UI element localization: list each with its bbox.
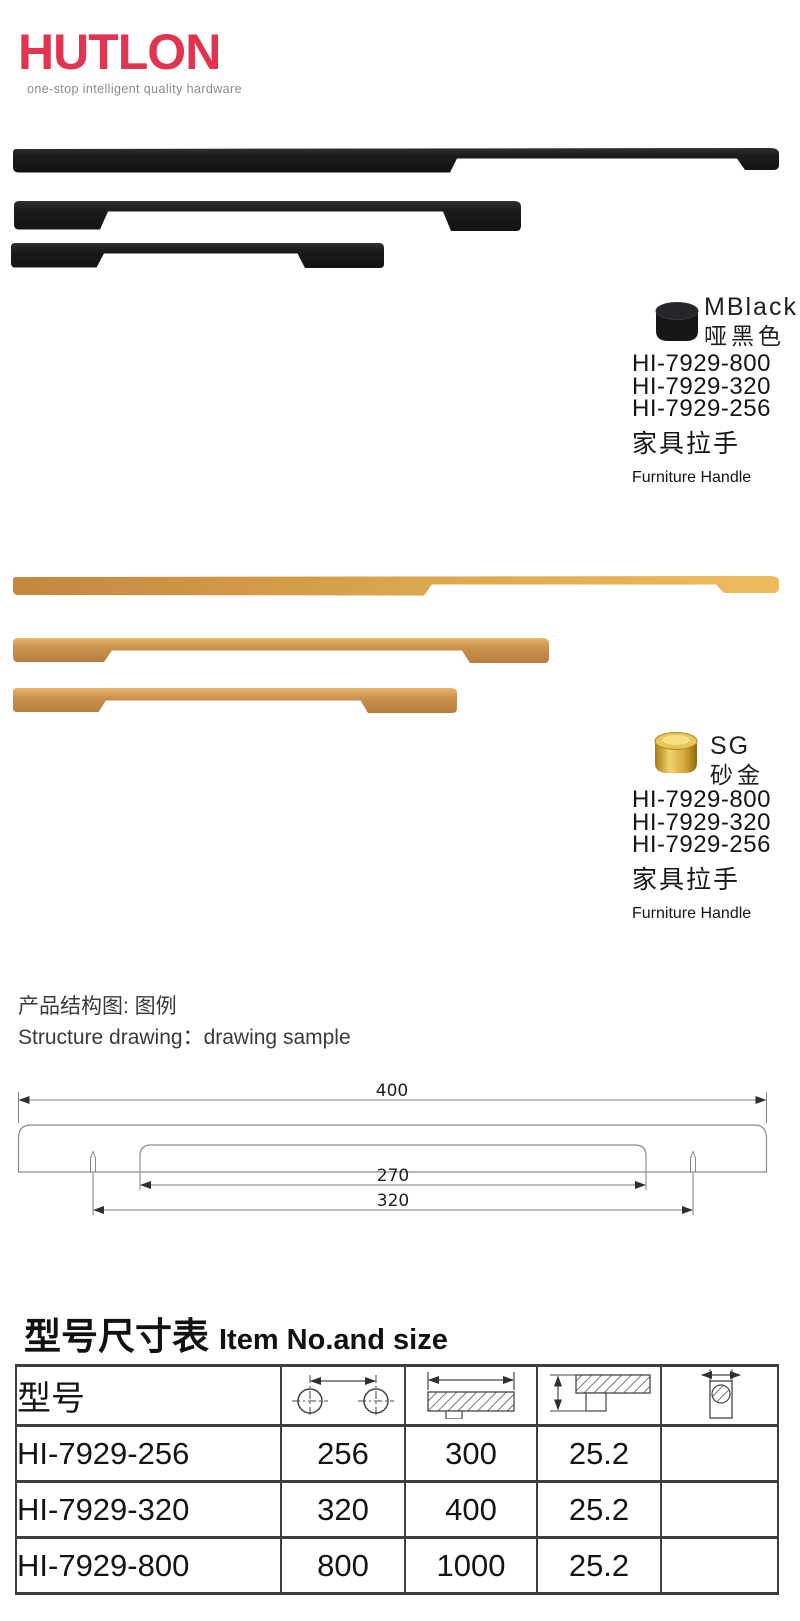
category-en: Furniture Handle [632,468,752,486]
model-column-header: 型号 [15,1364,282,1427]
dim-holes-label: 320 [377,1191,409,1211]
size-table-title-en: Item No.and size [219,1324,448,1356]
gold-handle-320 [13,638,549,663]
table-row: HI-7929-320 320 400 25.2 [15,1480,779,1539]
size-table: 型号 [15,1364,779,1595]
finish-cn-mblack: 哑黑色 [704,322,785,349]
sg-swatch-icon [654,732,698,773]
table-row: HI-7929-800 800 1000 25.2 [15,1536,779,1595]
row-cc: 256 [280,1424,406,1483]
row-thickness [660,1536,779,1595]
row-length: 1000 [404,1536,538,1595]
handle-outline [17,1124,768,1173]
gold-handle-256 [13,688,457,713]
gold-handles-image [13,576,779,713]
black-handle-256 [11,243,384,268]
model-number: HI-7929-320 [632,808,771,836]
table-row: HI-7929-256 256 300 25.2 [15,1424,779,1483]
finish-code-sg: SG [710,732,751,760]
brand-tagline: one-stop intelligent quality hardware [27,82,242,96]
row-height: 25.2 [536,1480,662,1539]
category-cn: 家具拉手 [632,865,741,894]
size-table-title: 型号尺寸表 Item No.and size [24,1306,448,1360]
height-header [536,1364,662,1427]
screw-slot-left [90,1150,96,1172]
mblack-swatch-icon [655,302,699,341]
category-en: Furniture Handle [632,904,752,922]
model-number: HI-7929-800 [632,350,771,377]
model-number: HI-7929-256 [632,831,771,858]
black-handle-800 [13,148,779,173]
structure-title-en: Structure drawing：drawing sample [18,1026,351,1049]
height-icon [550,1374,651,1412]
thickness-icon [701,1369,741,1419]
grip-recess-outline [139,1144,647,1172]
screw-slot-right [690,1150,696,1172]
brand-header: HUTLON one-stop intelligent quality hard… [18,27,242,96]
model-number: HI-7929-800 [632,786,771,813]
structure-drawing: 400 270 320 [17,1081,768,1215]
hole-distance-header [280,1364,406,1427]
row-cc: 320 [280,1480,406,1539]
row-model: HI-7929-800 [15,1536,282,1595]
row-cc: 800 [280,1536,406,1595]
row-model: HI-7929-320 [15,1480,282,1539]
row-thickness [660,1424,779,1483]
dim-grip-label: 270 [377,1166,409,1186]
length-icon [427,1372,515,1420]
finish-cn-sg: 砂金 [710,761,764,788]
black-handles-image [11,148,779,268]
structure-title-cn: 产品结构图: 图例 [18,995,177,1018]
size-table-title-cn: 型号尺寸表 [24,1316,209,1357]
row-height: 25.2 [536,1424,662,1483]
dim-overall-label: 400 [376,1081,408,1101]
length-header [404,1364,538,1427]
row-height: 25.2 [536,1536,662,1595]
thickness-header [660,1364,779,1427]
row-length: 300 [404,1424,538,1483]
row-thickness [660,1480,779,1539]
black-handle-320 [14,201,521,231]
size-table-header-row: 型号 [15,1364,779,1427]
gold-handle-800 [13,576,779,596]
sg-model-list: HI-7929-800 HI-7929-320 HI-7929-256 家具拉手… [632,786,771,923]
model-number: HI-7929-256 [632,395,771,422]
row-model: HI-7929-256 [15,1424,282,1483]
sg-finish-label: SG 砂金 [710,732,764,789]
hole-distance-icon [292,1375,394,1417]
finish-code-mblack: MBlack [704,293,798,321]
mblack-model-list: HI-7929-800 HI-7929-320 HI-7929-256 家具拉手… [632,350,771,487]
hutlon-logo: HUTLON [18,24,221,80]
category-cn: 家具拉手 [632,429,741,458]
row-length: 400 [404,1480,538,1539]
model-number: HI-7929-320 [632,372,771,400]
mblack-finish-label: MBlack 哑黑色 [704,293,798,350]
